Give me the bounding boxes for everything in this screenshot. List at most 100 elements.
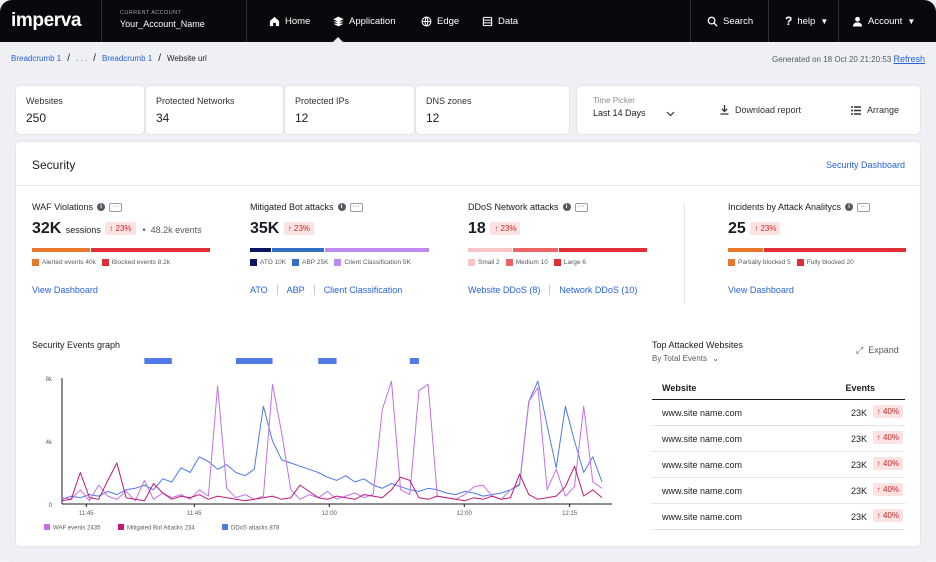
- change-badge: ↑ 40%: [872, 509, 903, 522]
- chevron-down-icon: [666, 111, 675, 117]
- info-icon[interactable]: i: [562, 203, 571, 211]
- more-options-icon[interactable]: ···: [349, 202, 363, 212]
- help-menu[interactable]: ? help ▼: [785, 0, 828, 42]
- site-name: www.site name.com: [662, 434, 743, 444]
- metric-unit: sessions: [65, 225, 101, 235]
- change-badge: ↑ 23%: [490, 222, 521, 236]
- event-highlight-marker[interactable]: [144, 358, 172, 364]
- stat-value: 34: [156, 111, 170, 125]
- search-button[interactable]: Search: [707, 0, 753, 42]
- legend-item: Large 6: [553, 259, 586, 266]
- account-name: Your_Account_Name: [120, 19, 205, 29]
- bar-segment: [32, 248, 90, 252]
- more-options-icon[interactable]: ···: [574, 202, 588, 212]
- account-menu[interactable]: Account ▼: [852, 0, 915, 42]
- divider: [246, 0, 247, 42]
- x-tick-label: 12:00: [457, 511, 473, 517]
- metric-link[interactable]: Network DDoS (10): [559, 285, 638, 295]
- download-report-button[interactable]: Download report: [720, 105, 801, 115]
- info-icon[interactable]: i: [97, 203, 106, 211]
- nav-data[interactable]: Data: [482, 0, 518, 42]
- metric-legend: ATO 10K ABP 25K Client Classification 5K: [250, 259, 411, 266]
- site-events: 23K: [850, 434, 867, 444]
- security-events-chart[interactable]: 8k 4k 0 11:45 11:45 12:00 12:00 12:15 WAF events…: [32, 354, 612, 539]
- nav-home[interactable]: Home: [269, 0, 310, 42]
- bar-segment: [764, 248, 906, 252]
- metric-value: 35K ↑ 23%: [250, 220, 315, 238]
- breadcrumb-ellipsis[interactable]: . . .: [76, 54, 88, 63]
- metric-waf-violations: WAF Violations i ··· 32K sessions ↑ 23% •…: [32, 202, 217, 295]
- stat-card-protected-networks[interactable]: Protected Networks 34: [146, 86, 283, 134]
- legend-item: ATO 10K: [250, 259, 286, 266]
- legend-label: DDoS attacks 878: [231, 526, 280, 532]
- event-highlight-marker[interactable]: [318, 358, 337, 364]
- event-highlight-marker[interactable]: [235, 358, 273, 364]
- refresh-link[interactable]: Refresh: [893, 54, 925, 64]
- metric-bar: [250, 248, 430, 252]
- top-navigation-bar: imperva CURRENT ACCOUNT Your_Account_Nam…: [0, 0, 936, 42]
- y-tick-label: 4k: [46, 440, 53, 446]
- link-divider: [313, 285, 315, 295]
- series-line-0[interactable]: [61, 380, 603, 502]
- info-icon[interactable]: i: [845, 203, 854, 211]
- metric-value: 25 ↑ 23%: [728, 220, 781, 238]
- metric-link[interactable]: Client Classification: [323, 285, 403, 295]
- event-highlight-marker[interactable]: [409, 358, 419, 364]
- metric-link[interactable]: Website DDoS (8): [468, 285, 541, 295]
- breadcrumb-link[interactable]: Breadcrumb 1: [101, 54, 153, 63]
- stat-card-websites[interactable]: Websites 250: [16, 86, 144, 134]
- metric-links: View Dashboard: [728, 285, 794, 295]
- expand-button[interactable]: ⤢ Expand: [856, 345, 899, 356]
- help-label: help: [797, 15, 816, 27]
- list-icon: [851, 105, 861, 115]
- metric-title: DDoS Network attacks i ···: [468, 202, 653, 212]
- metric-legend: Small 2 Medium 10 Large 6: [468, 259, 586, 266]
- metric-link[interactable]: ABP: [286, 285, 305, 295]
- metric-link[interactable]: View Dashboard: [32, 285, 98, 295]
- y-tick-label: 0: [49, 503, 53, 509]
- table-row[interactable]: www.site name.com 23K ↑ 40%: [652, 452, 905, 478]
- metric-link[interactable]: View Dashboard: [728, 285, 794, 295]
- change-badge: ↑ 40%: [872, 483, 903, 496]
- table-row[interactable]: www.site name.com 23K ↑ 40%: [652, 400, 905, 426]
- imperva-logo[interactable]: imperva: [11, 10, 81, 32]
- stat-card-protected-ips[interactable]: Protected IPs 12: [285, 86, 414, 134]
- divider: [838, 0, 839, 42]
- arrange-button[interactable]: Arrange: [851, 105, 899, 115]
- time-picker-value: Last 14 Days: [593, 108, 646, 118]
- generated-timestamp: Generated on 18 Oct 20 21:20:53: [772, 55, 892, 64]
- more-options-icon[interactable]: ···: [857, 202, 871, 212]
- divider: [768, 0, 769, 42]
- stat-card-dns-zones[interactable]: DNS zones 12: [416, 86, 569, 134]
- security-dashboard-link[interactable]: Security Dashboard: [825, 160, 905, 170]
- metric-bar: [728, 248, 907, 252]
- nav-edge[interactable]: Edge: [421, 0, 459, 42]
- stat-label: DNS zones: [426, 96, 472, 106]
- info-icon[interactable]: i: [337, 203, 346, 211]
- site-events: 23K: [850, 460, 867, 470]
- account-switcher[interactable]: CURRENT ACCOUNT Your_Account_Name: [120, 10, 205, 29]
- breadcrumb-link[interactable]: Breadcrumb 1: [11, 54, 62, 63]
- top-sites-sort-dropdown[interactable]: By Total Events ⌄: [652, 354, 719, 363]
- more-options-icon[interactable]: ···: [109, 202, 123, 212]
- change-badge: ↑ 40%: [872, 431, 903, 444]
- bar-segment: [271, 248, 324, 252]
- table-row[interactable]: www.site name.com 23K ↑ 40%: [652, 504, 905, 530]
- table-row[interactable]: www.site name.com 23K ↑ 40%: [652, 426, 905, 452]
- breadcrumb-current: Website url: [166, 54, 207, 63]
- metric-title: WAF Violations i ···: [32, 202, 217, 212]
- table-row[interactable]: www.site name.com 23K ↑ 40%: [652, 478, 905, 504]
- nav-application[interactable]: Application: [333, 0, 395, 42]
- y-tick-label: 8k: [46, 377, 53, 383]
- series-line-1[interactable]: [61, 462, 603, 502]
- metric-links: Website DDoS (8) Network DDoS (10): [468, 285, 637, 295]
- metric-link[interactable]: ATO: [250, 285, 268, 295]
- home-icon: [269, 16, 280, 26]
- expand-label: Expand: [868, 345, 899, 355]
- series-line-2[interactable]: [61, 380, 603, 500]
- x-tick-label: 11:45: [79, 511, 94, 517]
- graph-title: Security Events graph: [32, 340, 121, 350]
- account-menu-label: Account: [868, 15, 903, 27]
- search-label: Search: [723, 15, 754, 27]
- column-header-events: Events: [845, 383, 875, 393]
